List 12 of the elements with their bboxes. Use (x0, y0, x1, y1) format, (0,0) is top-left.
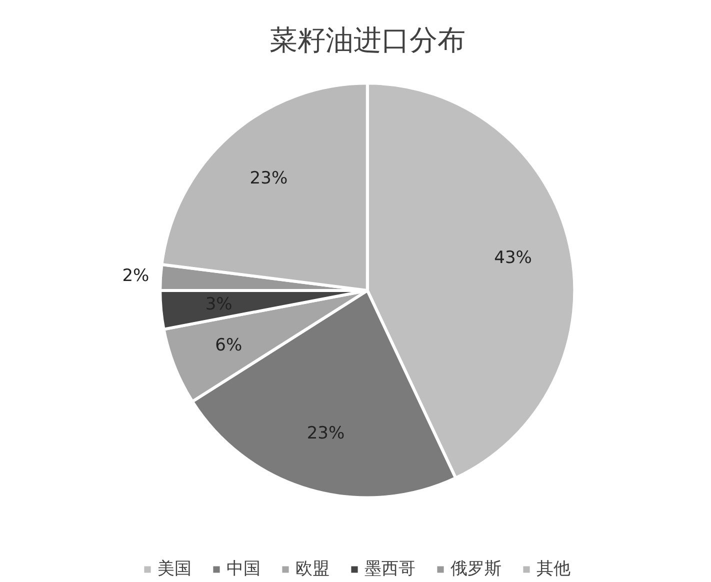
legend-label: 欧盟 (296, 558, 330, 580)
data-label: 2% (122, 266, 150, 286)
chart-title: 菜籽油进口分布 (269, 23, 466, 56)
data-label: 6% (215, 335, 242, 356)
data-label: 23% (306, 424, 345, 444)
legend-label: 俄罗斯 (450, 558, 502, 580)
data-label: 43% (494, 248, 532, 268)
legend-label: 美国 (158, 558, 192, 580)
legend-label: 中国 (226, 558, 260, 580)
legend-label: 其他 (536, 558, 570, 580)
legend-label: 墨西哥 (364, 558, 416, 580)
data-label: 23% (250, 168, 288, 189)
